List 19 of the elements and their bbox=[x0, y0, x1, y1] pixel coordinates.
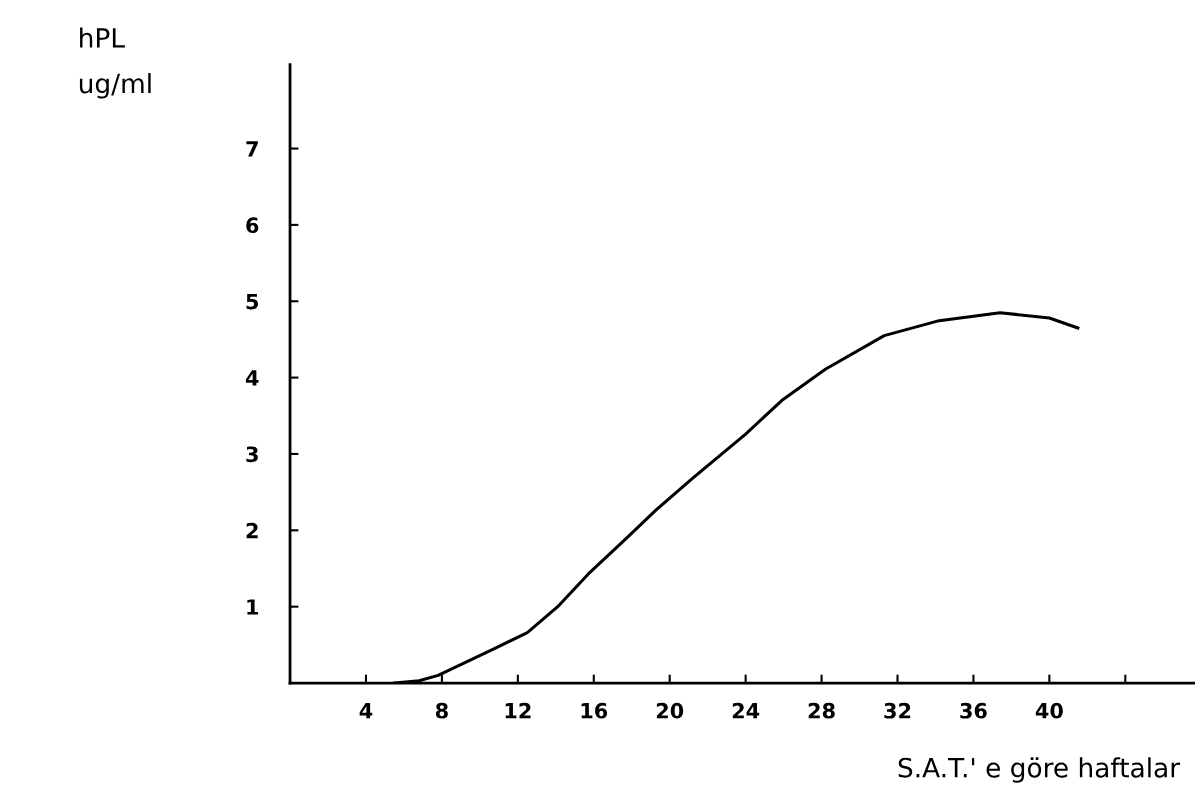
x-tick-label: 8 bbox=[435, 702, 448, 719]
y-tick-label: 4 bbox=[245, 370, 259, 386]
x-tick-label: 36 bbox=[960, 702, 987, 719]
x-axis-title: S.A.T.' e göre haftalar bbox=[898, 757, 1181, 783]
y-axis-title: hPL ug/ml bbox=[79, 27, 151, 99]
x-tick-label: 16 bbox=[581, 702, 608, 719]
x-tick-label: 40 bbox=[1035, 702, 1063, 719]
y-tick-label: 5 bbox=[246, 293, 259, 310]
x-tick-label: 24 bbox=[732, 702, 760, 719]
y-tick-label: 6 bbox=[246, 217, 259, 234]
y-tick-label: 7 bbox=[246, 141, 258, 157]
x-tick-label: 4 bbox=[359, 703, 373, 719]
y-tick-label: 3 bbox=[246, 446, 258, 463]
y-tick-label: 1 bbox=[247, 599, 259, 615]
x-tick-label: 12 bbox=[505, 702, 531, 719]
x-tick-label: 28 bbox=[808, 702, 835, 719]
x-tick-label: 32 bbox=[884, 702, 911, 719]
x-tick-label: 20 bbox=[656, 702, 684, 719]
y-tick-label: 2 bbox=[246, 522, 258, 539]
